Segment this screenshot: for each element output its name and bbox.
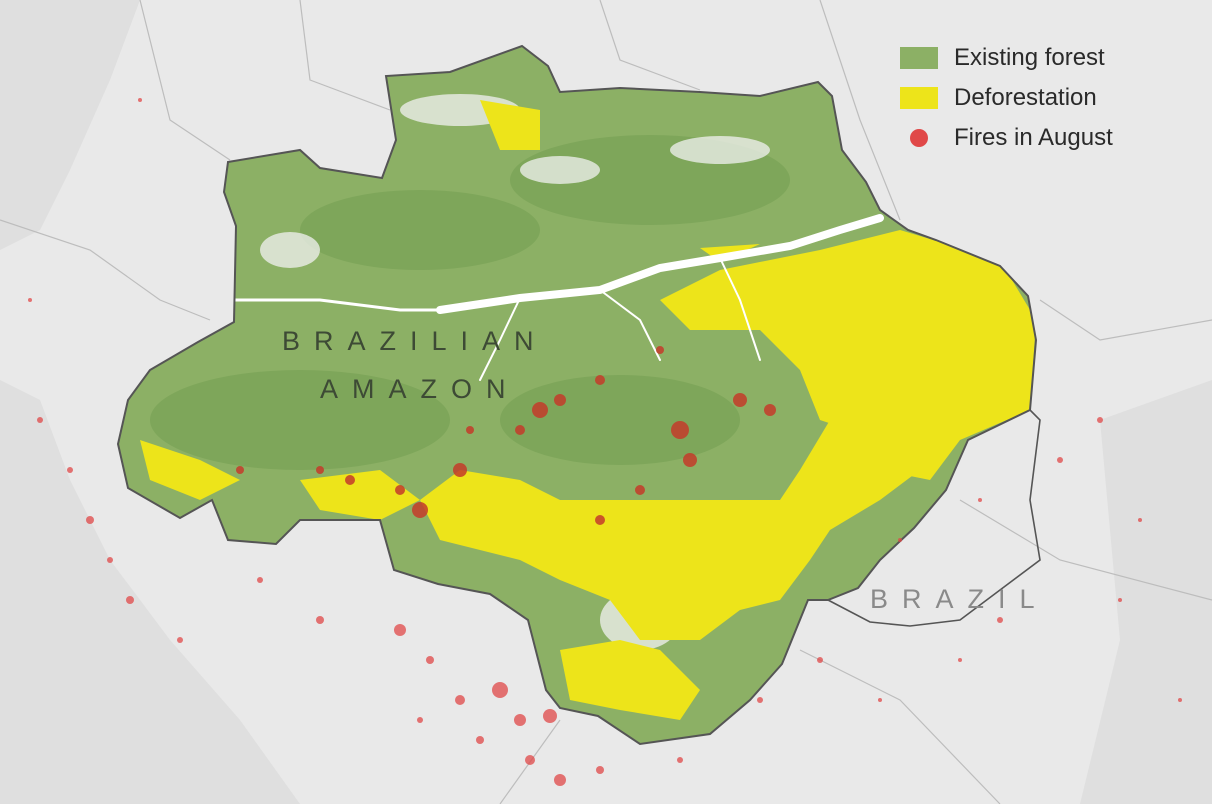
fire-dot-icon xyxy=(910,129,928,147)
fires-in-region xyxy=(236,346,776,525)
legend-item-forest: Existing forest xyxy=(900,38,1113,78)
deforestation-swatch xyxy=(900,87,938,109)
brazil-border-south xyxy=(827,409,1041,627)
forest-swatch xyxy=(900,47,938,69)
rivers xyxy=(228,214,884,381)
legend-label-deforestation: Deforestation xyxy=(954,84,1097,111)
forest-texture xyxy=(150,135,790,470)
country-label: BRAZIL xyxy=(870,584,1049,614)
region-label-line2: AMAZON xyxy=(320,374,520,404)
fires-outside-region xyxy=(28,98,1182,786)
legend-label-forest: Existing forest xyxy=(954,44,1105,71)
legend: Existing forest Deforestation Fires in A… xyxy=(900,38,1113,158)
amazon-detail xyxy=(140,94,1036,720)
legend-item-deforestation: Deforestation xyxy=(900,78,1113,118)
amazon-border xyxy=(116,44,1038,746)
legend-label-fires: Fires in August xyxy=(954,124,1113,151)
legend-item-fires: Fires in August xyxy=(900,118,1113,158)
region-label-line1: BRAZILIAN xyxy=(282,326,548,356)
deforestation-areas xyxy=(140,100,1036,720)
